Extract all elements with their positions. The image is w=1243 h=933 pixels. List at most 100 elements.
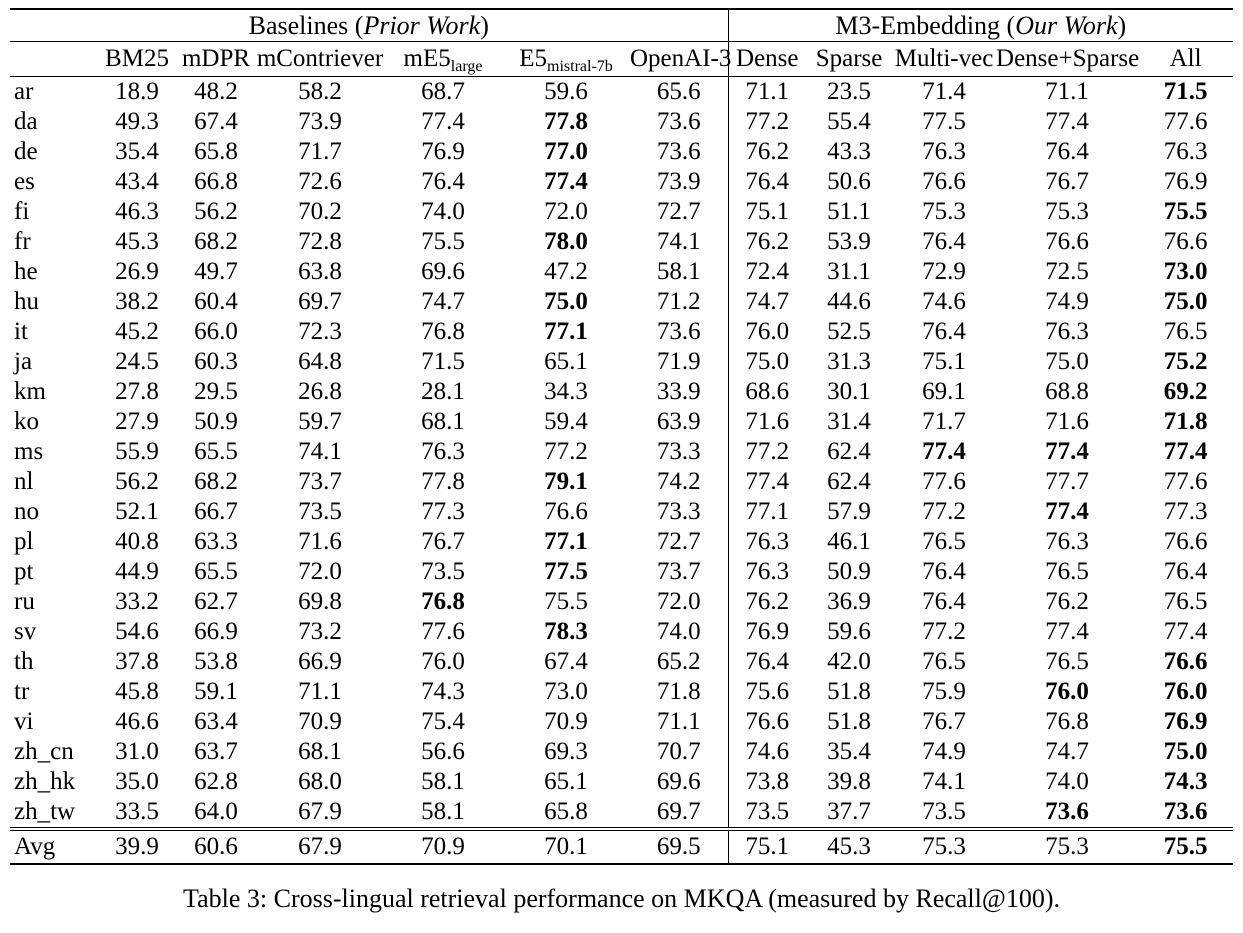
value-cell: 75.3 — [892, 827, 997, 865]
value-cell: 65.5 — [194, 438, 238, 465]
value-cell: 71.4 — [922, 78, 966, 105]
value-cell: 59.7 — [298, 408, 342, 435]
value-cell: 65.8 — [194, 138, 238, 165]
group-header-row: Baselines (Prior Work) M3-Embedding (Our… — [10, 8, 1234, 42]
value-cell: 77.2 — [745, 108, 790, 135]
value-cell: 33.9 — [630, 377, 729, 407]
value-cell: 79.1 — [544, 468, 588, 495]
value-cell: 51.8 — [827, 678, 871, 705]
value-cell: 73.0 — [1163, 258, 1208, 285]
value-cell: 65.8 — [544, 798, 588, 825]
value-cell: 73.7 — [630, 557, 729, 587]
value-cell: 73.3 — [630, 437, 729, 467]
value-cell: 26.9 — [115, 258, 159, 285]
value-cell: 76.6 — [1045, 228, 1089, 255]
value-cell: 76.8 — [421, 588, 465, 615]
value-cell: 65.2 — [630, 647, 729, 677]
language-label: pl — [14, 528, 34, 555]
value-cell: 71.5 — [1163, 78, 1208, 105]
value-cell: 74.1 — [298, 438, 342, 465]
value-cell: 75.6 — [745, 678, 790, 705]
value-cell: 64.8 — [298, 348, 342, 375]
value-cell: 72.7 — [630, 527, 729, 557]
language-label: sv — [14, 618, 37, 645]
language-label: es — [14, 168, 35, 195]
table-row-fr: fr 45.3 68.2 72.8 75.5 78.0 74.1 76.2 53.9 76.4 76… — [10, 227, 1233, 257]
value-cell: 38.2 — [115, 288, 159, 315]
value-cell: 74.7 — [1045, 738, 1089, 765]
value-cell: 60.6 — [176, 827, 256, 865]
value-cell: 74.1 — [922, 768, 966, 795]
value-cell: 77.4 — [1045, 498, 1089, 525]
value-cell: 76.5 — [1045, 558, 1089, 585]
group-header-baselines: Baselines (Prior Work) — [10, 8, 729, 42]
table-row-pt: pt 44.9 65.5 72.0 73.5 77.5 73.7 76.3 50.9 76.4 76… — [10, 557, 1233, 587]
value-cell: 67.9 — [298, 798, 342, 825]
value-cell: 56.2 — [194, 198, 238, 225]
value-cell: 72.8 — [298, 228, 342, 255]
value-cell: 62.4 — [827, 468, 871, 495]
value-cell: 42.0 — [827, 648, 871, 675]
value-cell: 40.8 — [115, 528, 159, 555]
column-header-e5: E5mistral-7b — [502, 41, 630, 77]
value-cell: 71.1 — [298, 678, 342, 705]
value-cell: 70.9 — [384, 827, 502, 865]
value-cell: 75.5 — [1163, 198, 1208, 225]
value-cell: 39.9 — [98, 827, 176, 865]
language-label: ja — [14, 348, 33, 375]
value-cell: 76.3 — [421, 438, 465, 465]
value-cell: 76.3 — [1163, 138, 1208, 165]
group-header-m3: M3-Embedding (Our Work) — [728, 8, 1234, 42]
value-cell: 65.1 — [544, 348, 588, 375]
value-cell: 76.0 — [421, 648, 465, 675]
value-cell: 67.9 — [256, 827, 384, 865]
value-cell: 43.3 — [827, 138, 871, 165]
value-cell: 77.4 — [922, 438, 966, 465]
value-cell: 76.9 — [421, 138, 465, 165]
value-cell: 74.7 — [421, 288, 465, 315]
value-cell: 72.0 — [298, 558, 342, 585]
value-cell: 73.6 — [1163, 798, 1208, 825]
value-cell: 27.9 — [115, 408, 159, 435]
value-cell: 76.8 — [421, 318, 465, 345]
language-label: it — [14, 318, 28, 345]
group-baselines-text: Baselines ( — [248, 11, 364, 40]
value-cell: 29.5 — [194, 378, 238, 405]
value-cell: 75.1 — [745, 198, 790, 225]
value-cell: 58.1 — [421, 768, 465, 795]
value-cell: 77.4 — [544, 168, 588, 195]
value-cell: 77.4 — [1045, 108, 1089, 135]
value-cell: 75.9 — [922, 678, 966, 705]
value-cell: 23.5 — [827, 78, 871, 105]
value-cell: 77.4 — [1163, 618, 1208, 645]
value-cell: 56.2 — [115, 468, 159, 495]
value-cell: 53.8 — [194, 648, 238, 675]
value-cell: 74.9 — [922, 738, 966, 765]
value-cell: 69.6 — [630, 767, 729, 797]
value-cell: 78.0 — [544, 228, 588, 255]
value-cell: 72.7 — [630, 197, 729, 227]
table-row-km: km 27.8 29.5 26.8 28.1 34.3 33.9 68.6 30.1 69.1 68… — [10, 377, 1233, 407]
value-cell: 28.1 — [421, 378, 465, 405]
language-label: zh_hk — [14, 768, 76, 795]
row-label-column-header — [10, 41, 98, 77]
value-cell: 76.0 — [1163, 678, 1208, 705]
value-cell: 77.0 — [544, 138, 588, 165]
value-cell: 72.6 — [298, 168, 342, 195]
value-cell: 69.6 — [421, 258, 465, 285]
group-baselines-qualifier: Prior Work — [363, 11, 481, 40]
column-header-row: BM25 mDPR mContriever mE5large E5mistral-7b O… — [10, 41, 1234, 77]
value-cell: 67.4 — [194, 108, 238, 135]
value-cell: 50.9 — [827, 558, 871, 585]
value-cell: 39.8 — [827, 768, 871, 795]
value-cell: 70.7 — [630, 737, 729, 767]
value-cell: 71.2 — [630, 287, 729, 317]
column-header-me5: mE5large — [384, 41, 502, 77]
table-row-da: da 49.3 67.4 73.9 77.4 77.8 73.6 77.2 55.4 77.5 77… — [10, 107, 1233, 137]
language-label: da — [14, 108, 38, 135]
value-cell: 68.1 — [421, 408, 465, 435]
value-cell: 74.0 — [421, 198, 465, 225]
table-row-it: it 45.2 66.0 72.3 76.8 77.1 73.6 76.0 52.5 76.4 76… — [10, 317, 1233, 347]
value-cell: 63.9 — [630, 407, 729, 437]
value-cell: 35.4 — [827, 738, 871, 765]
